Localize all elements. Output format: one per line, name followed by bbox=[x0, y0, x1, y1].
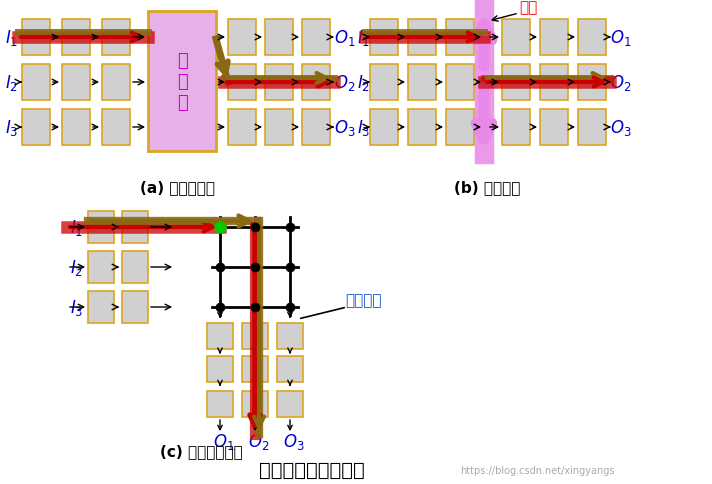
Bar bbox=[370, 65, 398, 101]
Text: $I_1$: $I_1$ bbox=[5, 28, 19, 48]
Bar bbox=[578, 65, 606, 101]
Bar bbox=[122, 291, 148, 323]
Text: $O_2$: $O_2$ bbox=[248, 431, 269, 451]
Bar bbox=[408, 20, 436, 56]
Text: $O_3$: $O_3$ bbox=[334, 118, 355, 138]
Text: $I_1$: $I_1$ bbox=[357, 28, 370, 48]
Bar bbox=[502, 110, 530, 146]
Text: $I_3$: $I_3$ bbox=[5, 118, 19, 138]
Bar bbox=[302, 20, 330, 56]
Bar bbox=[102, 110, 130, 146]
Bar bbox=[122, 252, 148, 284]
Bar bbox=[277, 356, 303, 382]
Bar bbox=[242, 356, 268, 382]
Bar bbox=[22, 65, 50, 101]
Text: $I_3$: $I_3$ bbox=[357, 118, 370, 138]
Bar bbox=[302, 110, 330, 146]
Bar bbox=[277, 391, 303, 417]
Text: $I_1$: $I_1$ bbox=[70, 217, 83, 238]
Text: $O_1$: $O_1$ bbox=[610, 28, 632, 48]
Bar bbox=[228, 20, 256, 56]
Bar bbox=[207, 356, 233, 382]
Text: https://blog.csdn.net/xingyangs: https://blog.csdn.net/xingyangs bbox=[460, 465, 614, 475]
Bar bbox=[22, 20, 50, 56]
Bar bbox=[578, 20, 606, 56]
Bar bbox=[207, 323, 233, 349]
Bar bbox=[88, 291, 114, 323]
Bar bbox=[122, 212, 148, 243]
Bar bbox=[408, 110, 436, 146]
Text: $I_2$: $I_2$ bbox=[5, 73, 18, 93]
Bar bbox=[370, 110, 398, 146]
Text: 互连网络: 互连网络 bbox=[345, 292, 382, 307]
Text: $I_3$: $I_3$ bbox=[70, 297, 83, 318]
Bar bbox=[242, 391, 268, 417]
Bar bbox=[265, 20, 293, 56]
Text: $O_1$: $O_1$ bbox=[334, 28, 355, 48]
Bar bbox=[62, 65, 90, 101]
Bar bbox=[540, 20, 568, 56]
Text: $I_2$: $I_2$ bbox=[70, 257, 83, 277]
Text: $O_1$: $O_1$ bbox=[213, 431, 234, 451]
Bar bbox=[265, 65, 293, 101]
Text: 存
储
器: 存 储 器 bbox=[177, 52, 187, 112]
Bar bbox=[242, 323, 268, 349]
Text: (b) 通过总线: (b) 通过总线 bbox=[454, 180, 520, 195]
Bar bbox=[62, 110, 90, 146]
Bar bbox=[502, 20, 530, 56]
Bar bbox=[265, 110, 293, 146]
Text: $O_2$: $O_2$ bbox=[334, 73, 355, 93]
Bar bbox=[446, 20, 474, 56]
Text: (c) 通过互连网络: (c) 通过互连网络 bbox=[160, 443, 243, 458]
Bar bbox=[578, 110, 606, 146]
Bar bbox=[302, 65, 330, 101]
Bar bbox=[446, 110, 474, 146]
Bar bbox=[228, 65, 256, 101]
Text: (a) 通过存储器: (a) 通过存储器 bbox=[140, 180, 216, 195]
Bar bbox=[88, 252, 114, 284]
Bar bbox=[502, 65, 530, 101]
Bar bbox=[370, 20, 398, 56]
Text: $O_3$: $O_3$ bbox=[610, 118, 632, 138]
Bar bbox=[408, 65, 436, 101]
Bar bbox=[62, 20, 90, 56]
Text: 总线: 总线 bbox=[519, 0, 538, 15]
Bar bbox=[88, 212, 114, 243]
Bar bbox=[446, 65, 474, 101]
Bar bbox=[102, 20, 130, 56]
Text: $I_2$: $I_2$ bbox=[357, 73, 370, 93]
Bar bbox=[540, 65, 568, 101]
Bar bbox=[148, 12, 216, 151]
Text: $O_3$: $O_3$ bbox=[283, 431, 305, 451]
Bar bbox=[277, 323, 303, 349]
Bar bbox=[207, 391, 233, 417]
Bar bbox=[228, 110, 256, 146]
Text: $O_2$: $O_2$ bbox=[610, 73, 632, 93]
Bar bbox=[22, 110, 50, 146]
Bar bbox=[102, 65, 130, 101]
Text: 三种常用的交换方法: 三种常用的交换方法 bbox=[259, 459, 365, 479]
Bar bbox=[540, 110, 568, 146]
